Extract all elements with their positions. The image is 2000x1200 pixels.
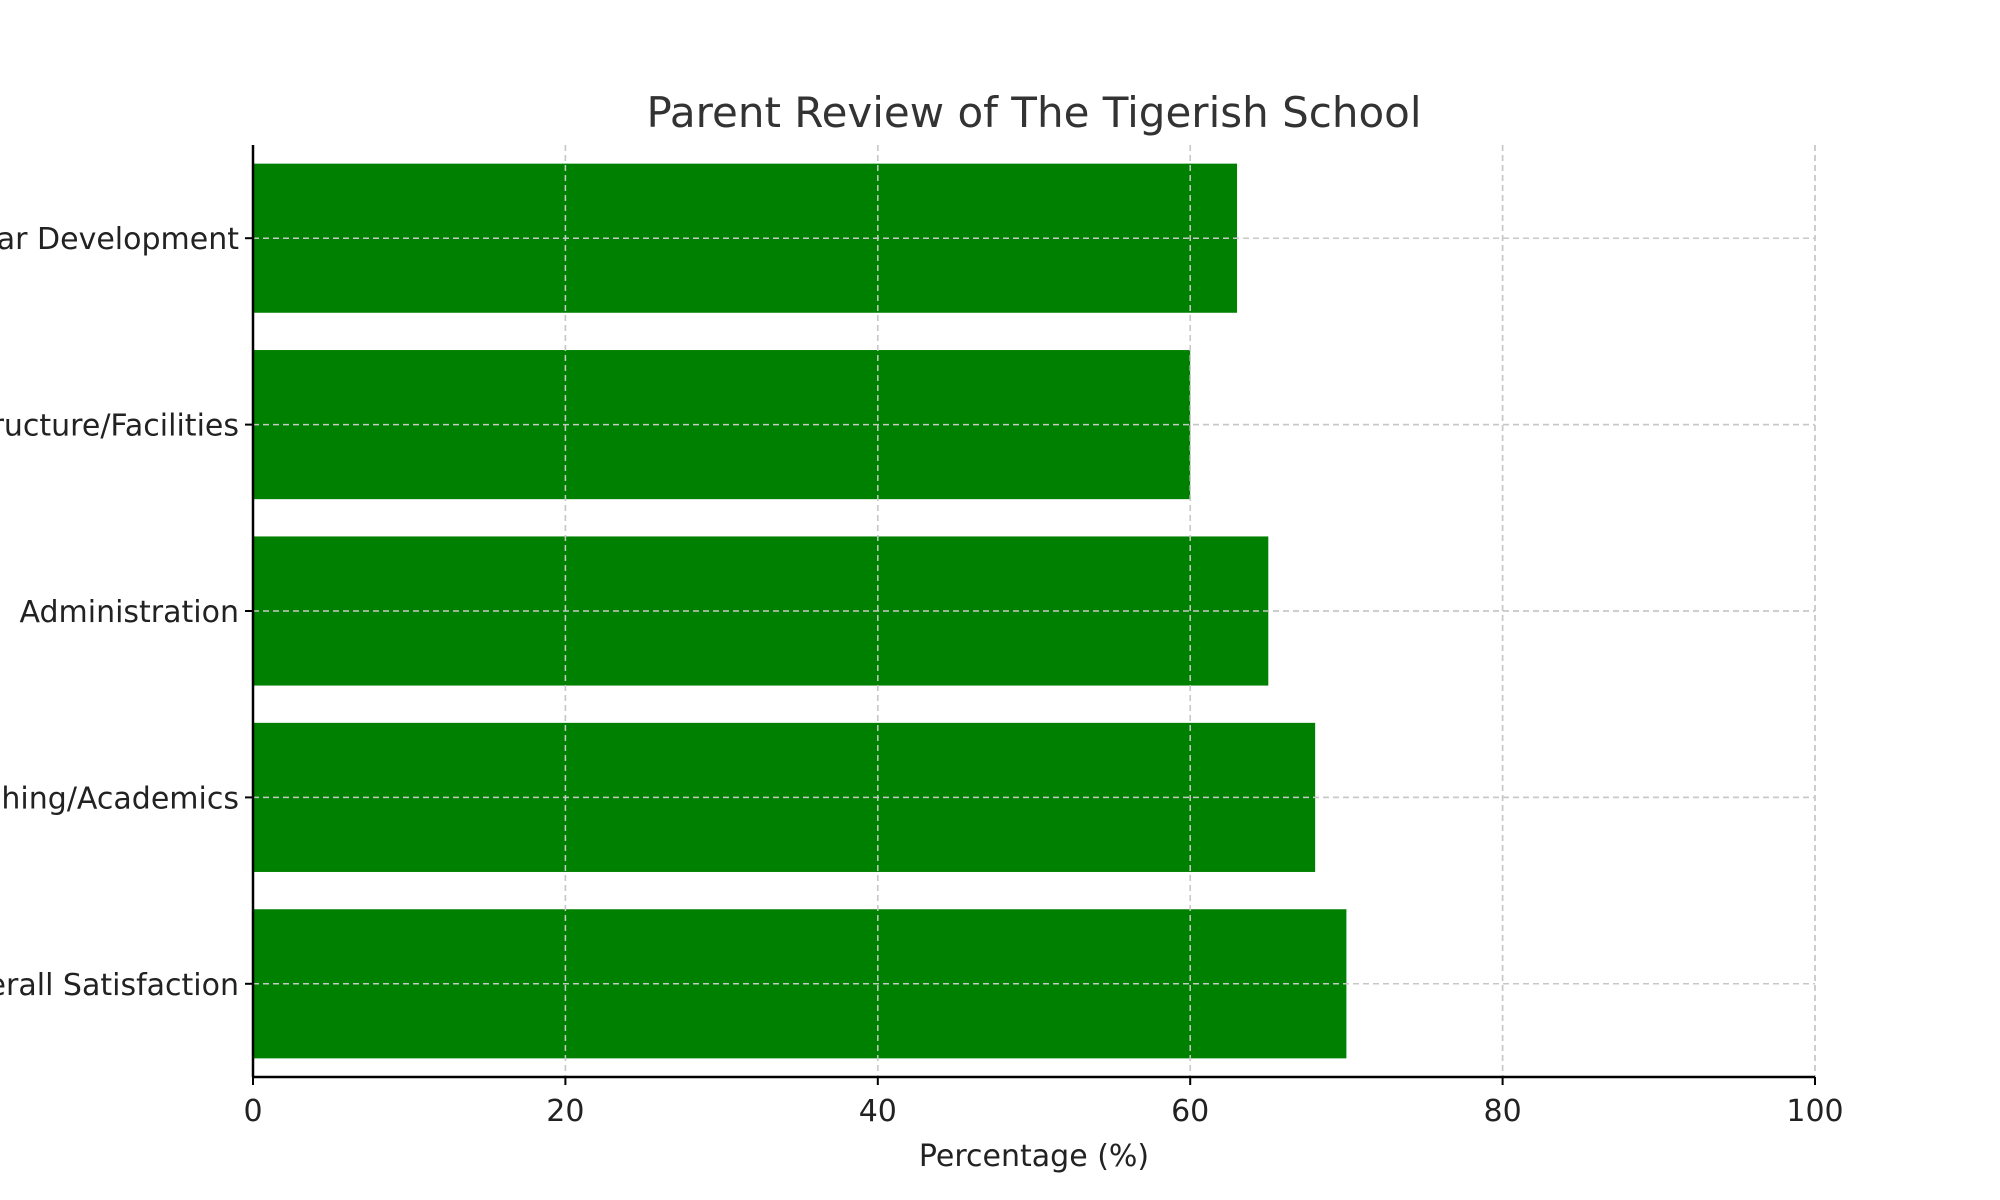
x-axis-label: Percentage (%) xyxy=(919,1139,1149,1174)
chart-title: Parent Review of The Tigerish School xyxy=(646,88,1421,137)
y-tick-label: Infrastructure/Facilities xyxy=(0,409,239,444)
labels-layer: 0 20 40 60 80 100 Overall Satisfaction Teaching… xyxy=(0,222,1844,1129)
x-tick-label: 40 xyxy=(859,1094,897,1129)
x-tick-label: 20 xyxy=(546,1094,584,1129)
axes-layer xyxy=(245,145,1816,1085)
x-tick-label: 0 xyxy=(243,1094,262,1129)
x-tick-label: 80 xyxy=(1484,1094,1522,1129)
y-tick-label: Overall Satisfaction xyxy=(0,968,239,1003)
x-tick-label: 100 xyxy=(1786,1094,1843,1129)
y-tick-label: Extracurricular Development xyxy=(0,222,239,257)
bars-layer xyxy=(252,145,1816,1077)
x-tick-label: 60 xyxy=(1171,1094,1209,1129)
y-tick-label: Administration xyxy=(19,595,239,630)
y-tick-label: Teaching/Academics xyxy=(0,781,239,816)
bar xyxy=(253,536,1269,686)
